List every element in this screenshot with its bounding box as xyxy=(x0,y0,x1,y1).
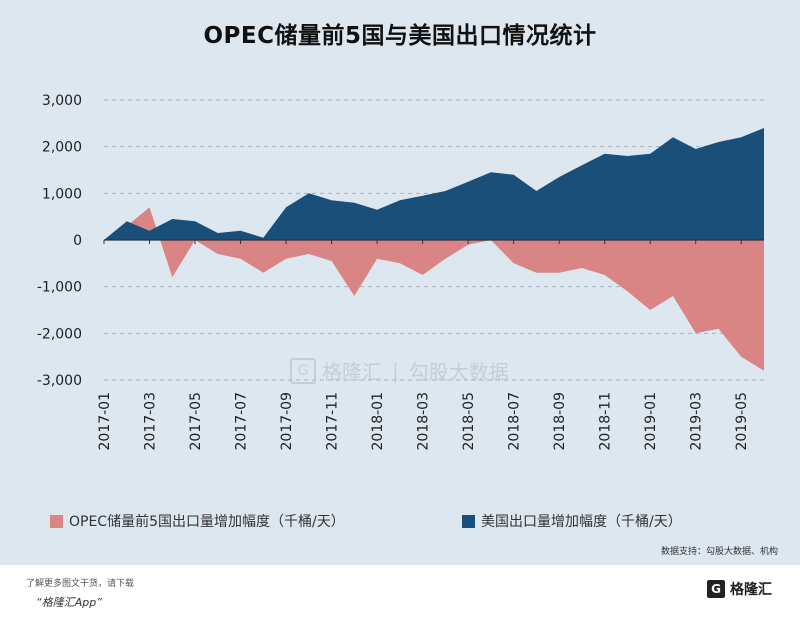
logo-text: 格隆汇 xyxy=(730,582,772,598)
data-point-us xyxy=(513,174,515,176)
watermark: G 格隆汇 | 勾股大数据 xyxy=(290,356,509,385)
data-point-opec xyxy=(171,276,173,278)
data-point-us xyxy=(148,230,150,232)
x-tick-label: 2018-05 xyxy=(461,392,477,451)
y-tick-label: 1,000 xyxy=(42,186,82,202)
watermark-brand: 格隆汇 xyxy=(322,360,382,384)
x-tick-label: 2018-01 xyxy=(370,392,386,451)
data-point-opec xyxy=(649,309,651,311)
data-point-opec xyxy=(239,258,241,260)
legend-swatch-opec xyxy=(50,514,63,528)
x-tick-label: 2017-05 xyxy=(188,392,204,451)
data-point-opec xyxy=(148,206,150,208)
data-point-opec xyxy=(399,262,401,264)
x-tick-label: 2019-03 xyxy=(689,392,705,451)
data-point-us xyxy=(239,230,241,232)
data-point-us xyxy=(558,176,560,178)
data-point-us xyxy=(581,164,583,166)
footer-logo: G 格隆汇 xyxy=(707,579,772,599)
data-point-us xyxy=(353,202,355,204)
data-point-us xyxy=(626,155,628,157)
watermark-logo-icon: G xyxy=(290,357,316,384)
data-point-us xyxy=(649,153,651,155)
data-point-us xyxy=(126,220,128,222)
data-point-opec xyxy=(513,262,515,264)
data-point-opec xyxy=(444,258,446,260)
y-tick-label: -2,000 xyxy=(37,326,82,342)
y-tick-label: 0 xyxy=(73,233,82,249)
footer-app-name: “格隆汇App” xyxy=(36,596,102,609)
legend-swatch-us xyxy=(462,514,475,528)
data-point-us xyxy=(763,127,765,129)
area-series-opec xyxy=(104,207,764,371)
watermark-partner: 勾股大数据 xyxy=(408,360,509,384)
x-tick-label: 2018-07 xyxy=(507,392,523,451)
data-point-us xyxy=(535,190,537,192)
x-tick-label: 2019-05 xyxy=(734,392,750,451)
watermark-divider: | xyxy=(392,358,399,383)
data-point-opec xyxy=(262,272,264,274)
logo-icon: G xyxy=(707,580,725,598)
data-point-opec xyxy=(535,272,537,274)
x-tick-label: 2018-11 xyxy=(598,392,614,451)
data-point-opec xyxy=(308,253,310,255)
data-point-opec xyxy=(558,272,560,274)
data-point-opec xyxy=(126,225,128,227)
x-tick-label: 2019-01 xyxy=(643,392,659,451)
chart-title: OPEC储量前5国与美国出口情况统计 xyxy=(203,23,597,49)
data-point-opec xyxy=(604,274,606,276)
footer-promo-text: 了解更多图文干货，请下载 xyxy=(26,579,135,589)
data-point-opec xyxy=(581,267,583,269)
data-point-us xyxy=(376,209,378,211)
x-tick-label: 2018-09 xyxy=(552,392,568,451)
area-series-us xyxy=(104,128,764,240)
x-tick-label: 2017-11 xyxy=(325,392,341,451)
chart-plot: 3,000 2,000 1,000 0 -1,000 -2,000 -3,000 2017-0… xyxy=(37,93,765,451)
data-point-us xyxy=(717,141,719,143)
data-point-us xyxy=(672,136,674,138)
data-point-opec xyxy=(717,328,719,330)
y-tick-label: -1,000 xyxy=(37,280,82,296)
data-point-opec xyxy=(763,370,765,372)
data-point-opec xyxy=(626,290,628,292)
data-point-us xyxy=(490,171,492,173)
data-point-opec xyxy=(695,332,697,334)
data-point-opec xyxy=(672,295,674,297)
x-tick-label: 2017-03 xyxy=(143,392,159,451)
x-tick-label: 2018-03 xyxy=(416,392,432,451)
y-tick-label: -3,000 xyxy=(37,373,82,389)
legend-label-opec: OPEC储量前5国出口量增加幅度（千桶/天） xyxy=(69,514,345,530)
data-point-us xyxy=(444,190,446,192)
data-point-opec xyxy=(421,274,423,276)
data-point-us xyxy=(604,153,606,155)
data-point-opec xyxy=(353,295,355,297)
data-point-opec xyxy=(217,253,219,255)
data-point-opec xyxy=(376,258,378,260)
y-tick-label: 3,000 xyxy=(42,93,82,109)
footer: 了解更多图文干货，请下载 “格隆汇App” G 格隆汇 xyxy=(0,565,800,617)
x-tick-label: 2017-01 xyxy=(97,392,113,451)
y-tick-label: 2,000 xyxy=(42,140,82,156)
data-point-us xyxy=(194,220,196,222)
x-tick-label: 2017-09 xyxy=(279,392,295,451)
data-point-opec xyxy=(740,356,742,358)
legend-label-us: 美国出口量增加幅度（千桶/天） xyxy=(481,514,682,530)
data-point-opec xyxy=(285,258,287,260)
legend-item-us: 美国出口量增加幅度（千桶/天） xyxy=(462,511,682,531)
data-point-us xyxy=(399,199,401,201)
data-point-opec xyxy=(330,260,332,262)
data-point-us xyxy=(330,199,332,201)
data-point-us xyxy=(171,218,173,220)
data-point-us xyxy=(421,195,423,197)
source-note: 数据支持：勾股大数据、机构 xyxy=(660,547,778,557)
data-point-us xyxy=(285,206,287,208)
x-tick-label: 2017-07 xyxy=(234,392,250,451)
legend-item-opec: OPEC储量前5国出口量增加幅度（千桶/天） xyxy=(50,511,345,531)
data-point-us xyxy=(695,148,697,150)
data-point-us xyxy=(217,232,219,234)
data-point-us xyxy=(262,237,264,239)
data-point-us xyxy=(467,181,469,183)
data-point-us xyxy=(308,192,310,194)
data-point-us xyxy=(740,136,742,138)
